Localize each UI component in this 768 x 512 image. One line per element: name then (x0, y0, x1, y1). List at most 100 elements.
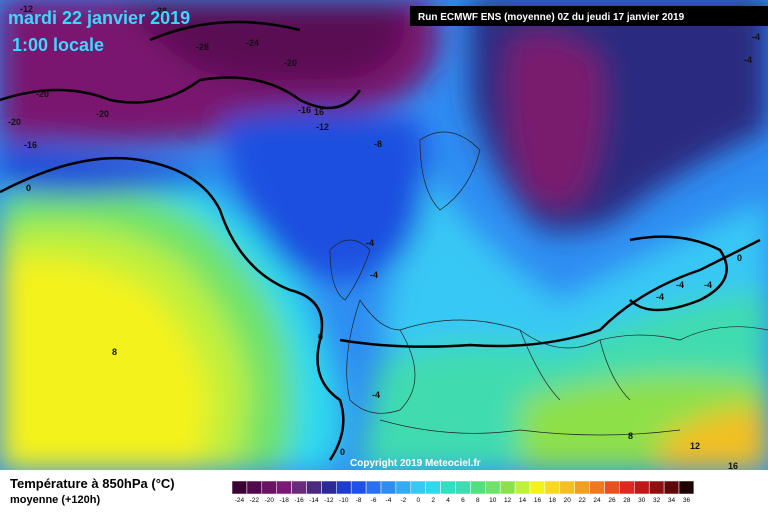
colorbar-label: -12 (324, 497, 334, 504)
colorbar-label: -4 (386, 497, 392, 504)
colorbar-swatch (336, 480, 352, 495)
colorbar-label: 10 (489, 497, 497, 504)
contour-label: 0 (340, 447, 345, 457)
colorbar-swatch (634, 480, 650, 495)
copyright: Copyright 2019 Meteociel.fr (350, 458, 481, 469)
contour-label: -4 (370, 270, 378, 280)
colorbar-label: 18 (549, 497, 557, 504)
colorbar-label: 26 (608, 497, 616, 504)
colorbar-label: -20 (265, 497, 275, 504)
contour-label: 0 (737, 253, 742, 263)
colorbar-label: 6 (461, 497, 465, 504)
colorbar-swatch (663, 480, 680, 495)
colorbar-swatch (648, 480, 665, 495)
legend-title: Température à 850hPa (°C) (10, 476, 175, 491)
colorbar-swatch (291, 480, 307, 495)
contour-label: -20 (36, 89, 49, 99)
colorbar-label: 8 (476, 497, 480, 504)
contour-labels: -12 -28-28 -24-20-20-20-20-16-16 16-12-80-4… (8, 4, 760, 471)
colorbar-label: 0 (416, 497, 420, 504)
colorbar-label: -24 (235, 497, 245, 504)
colorbar-label: 32 (653, 497, 661, 504)
contour-label: -24 (246, 38, 259, 48)
colorbar-swatch (544, 480, 561, 495)
colorbar-swatch (261, 480, 277, 495)
colorbar-label: 34 (668, 497, 676, 504)
colorbar-label: 36 (683, 497, 691, 504)
coastlines (329, 131, 768, 436)
colorbar-swatch (276, 480, 292, 495)
colorbar-swatch (529, 480, 546, 495)
contour-label: -28 (154, 6, 167, 16)
colorbar-label: -18 (279, 497, 289, 504)
contour-label: -20 (8, 117, 21, 127)
contour-label: 12 (690, 441, 700, 451)
colorbar-swatch (455, 480, 471, 495)
colorbar-swatch (574, 480, 590, 495)
colorbar-label: -14 (309, 497, 319, 504)
colorbar-swatch (410, 480, 426, 495)
colorbar-label: 24 (593, 497, 601, 504)
run-info: Run ECMWF ENS (moyenne) 0Z du jeudi 17 j… (418, 12, 685, 23)
colorbar-swatch (485, 480, 501, 495)
colorbar-label: 22 (579, 497, 587, 504)
contour-label: -4 (656, 292, 664, 302)
colorbar-swatch (470, 480, 486, 495)
contour-label: -4 (366, 238, 374, 248)
colorbar-swatch (589, 480, 605, 495)
temperature-field: -12 -28-28 -24-20-20-20-20-16-16 16-12-80-4… (0, 0, 768, 471)
contour-label: 8 (112, 347, 117, 357)
contour-label: 8 (628, 431, 633, 441)
contour-label: -4 (752, 32, 760, 42)
contour-label: 0 (318, 332, 323, 342)
colorbar-swatch (678, 480, 695, 495)
colorbar-swatch (559, 480, 575, 495)
colorbar-label: 16 (534, 497, 542, 504)
colorbar-label: -16 (294, 497, 304, 504)
contour-label: -8 (374, 139, 382, 149)
isotherm-lines (0, 20, 761, 461)
colorbar-swatch (440, 480, 456, 495)
contour-label: 16 (728, 461, 738, 471)
colorbar-swatch (306, 480, 322, 495)
contour-label: -4 (744, 55, 752, 65)
colorbar-label: 14 (519, 497, 527, 504)
colorbar-swatch (425, 480, 441, 495)
colorbar-label: -2 (400, 497, 406, 504)
date-title: mardi 22 janvier 2019 (8, 8, 190, 28)
colorbar-swatch (365, 480, 382, 495)
colorbar-swatch (604, 480, 620, 495)
contour-label: -20 (96, 109, 109, 119)
contour-label: -12 (316, 122, 329, 132)
colorbar-label: -22 (250, 497, 260, 504)
colorbar-swatch (619, 480, 635, 495)
contour-label: -16 (298, 105, 311, 115)
colorbar-swatch (395, 480, 412, 495)
contour-label: -20 (284, 58, 297, 68)
colorbar-label: 12 (504, 497, 512, 504)
colorbar-swatch (380, 480, 397, 495)
colorbar-swatch (499, 480, 516, 495)
contour-label: 16 (314, 107, 324, 117)
contour-label: -16 (24, 140, 37, 150)
colorbar-label: 30 (638, 497, 646, 504)
contour-label: -28 (196, 42, 209, 52)
colorbar-swatch (514, 480, 531, 495)
colorbar: -24 -22 -20 -18 -16 -14 -12 -10 -8 -6 -4 -2 0 2 4 6 8 10 1… (231, 480, 695, 504)
contour-label: 0 (26, 183, 31, 193)
colorbar-label: 4 (446, 497, 450, 504)
colorbar-label: 28 (623, 497, 631, 504)
field-blobs (0, 0, 768, 470)
run-banner (410, 6, 768, 26)
colorbar-label: -6 (371, 497, 377, 504)
contour-label: -4 (676, 280, 684, 290)
colorbar-label: 20 (564, 497, 572, 504)
colorbar-swatch (321, 480, 337, 495)
legend-subtitle: moyenne (+120h) (10, 494, 101, 506)
contour-label: -12 (20, 4, 33, 14)
time-title: 1:00 locale (12, 35, 104, 55)
colorbar-label: -8 (356, 497, 362, 504)
colorbar-label: 2 (431, 497, 435, 504)
